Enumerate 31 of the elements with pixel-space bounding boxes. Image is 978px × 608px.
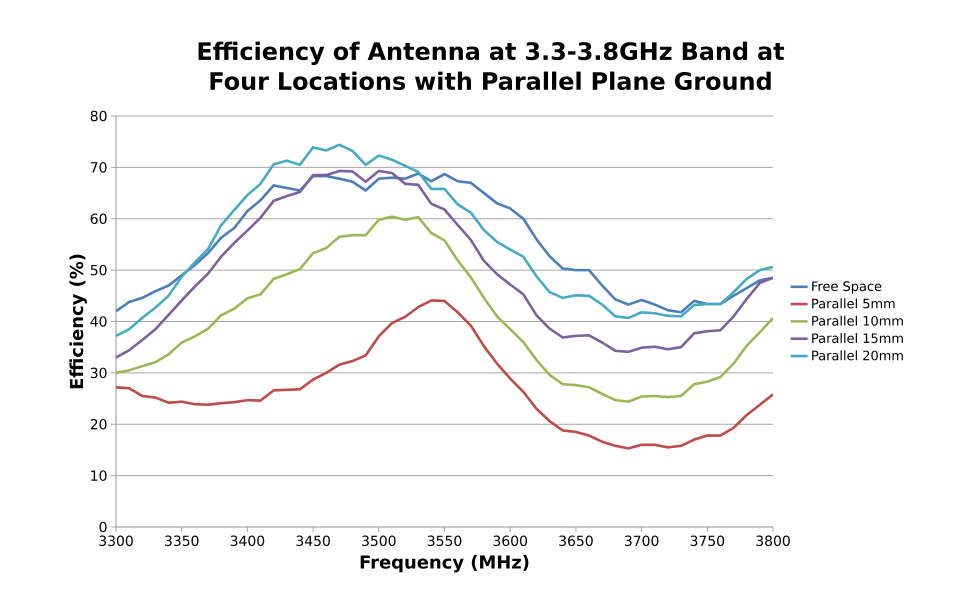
x-tick-label: 3650 — [559, 536, 593, 546]
y-axis-title: Efficiency (%) — [69, 254, 87, 388]
y-tick-label: 10 — [91, 470, 107, 481]
line-series — [116, 299, 774, 450]
legend-label: Parallel 5mm — [812, 298, 895, 308]
x-tick-label: 3550 — [428, 536, 462, 546]
x-tick-label: 3450 — [296, 536, 330, 546]
chart-title: Efficiency of Antenna at 3.3-3.8GHz Band at Four Locations with Parallel Plane Ground — [198, 42, 784, 90]
legend-label: Parallel 15mm — [812, 333, 903, 344]
line-series — [116, 170, 774, 359]
y-tick-label: 80 — [90, 110, 107, 122]
x-tick-label: 3750 — [690, 536, 724, 546]
x-tick-label: 3700 — [624, 536, 658, 546]
x-axis-title: Frequency (MHz) — [360, 554, 528, 572]
y-tick-label: 30 — [90, 368, 107, 378]
legend-label: Free Space — [812, 281, 882, 294]
line-series — [116, 143, 774, 338]
x-tick-label: 3800 — [756, 536, 790, 546]
x-tick-label: 3500 — [362, 536, 396, 546]
y-tick-label: 20 — [90, 418, 107, 430]
x-tick-label: 3400 — [230, 536, 264, 546]
legend-label: Parallel 20mm — [812, 350, 903, 360]
x-tick-label: 3300 — [99, 536, 133, 546]
y-tick-label: 50 — [90, 264, 107, 276]
y-tick-label: 60 — [90, 213, 107, 224]
x-tick-label: 3600 — [494, 536, 528, 546]
y-tick-label: 0 — [100, 522, 107, 532]
y-tick-label: 70 — [90, 162, 107, 173]
y-tick-label: 40 — [90, 316, 107, 327]
x-tick-label: 3350 — [165, 536, 199, 546]
legend-label: Parallel 10mm — [812, 316, 903, 326]
